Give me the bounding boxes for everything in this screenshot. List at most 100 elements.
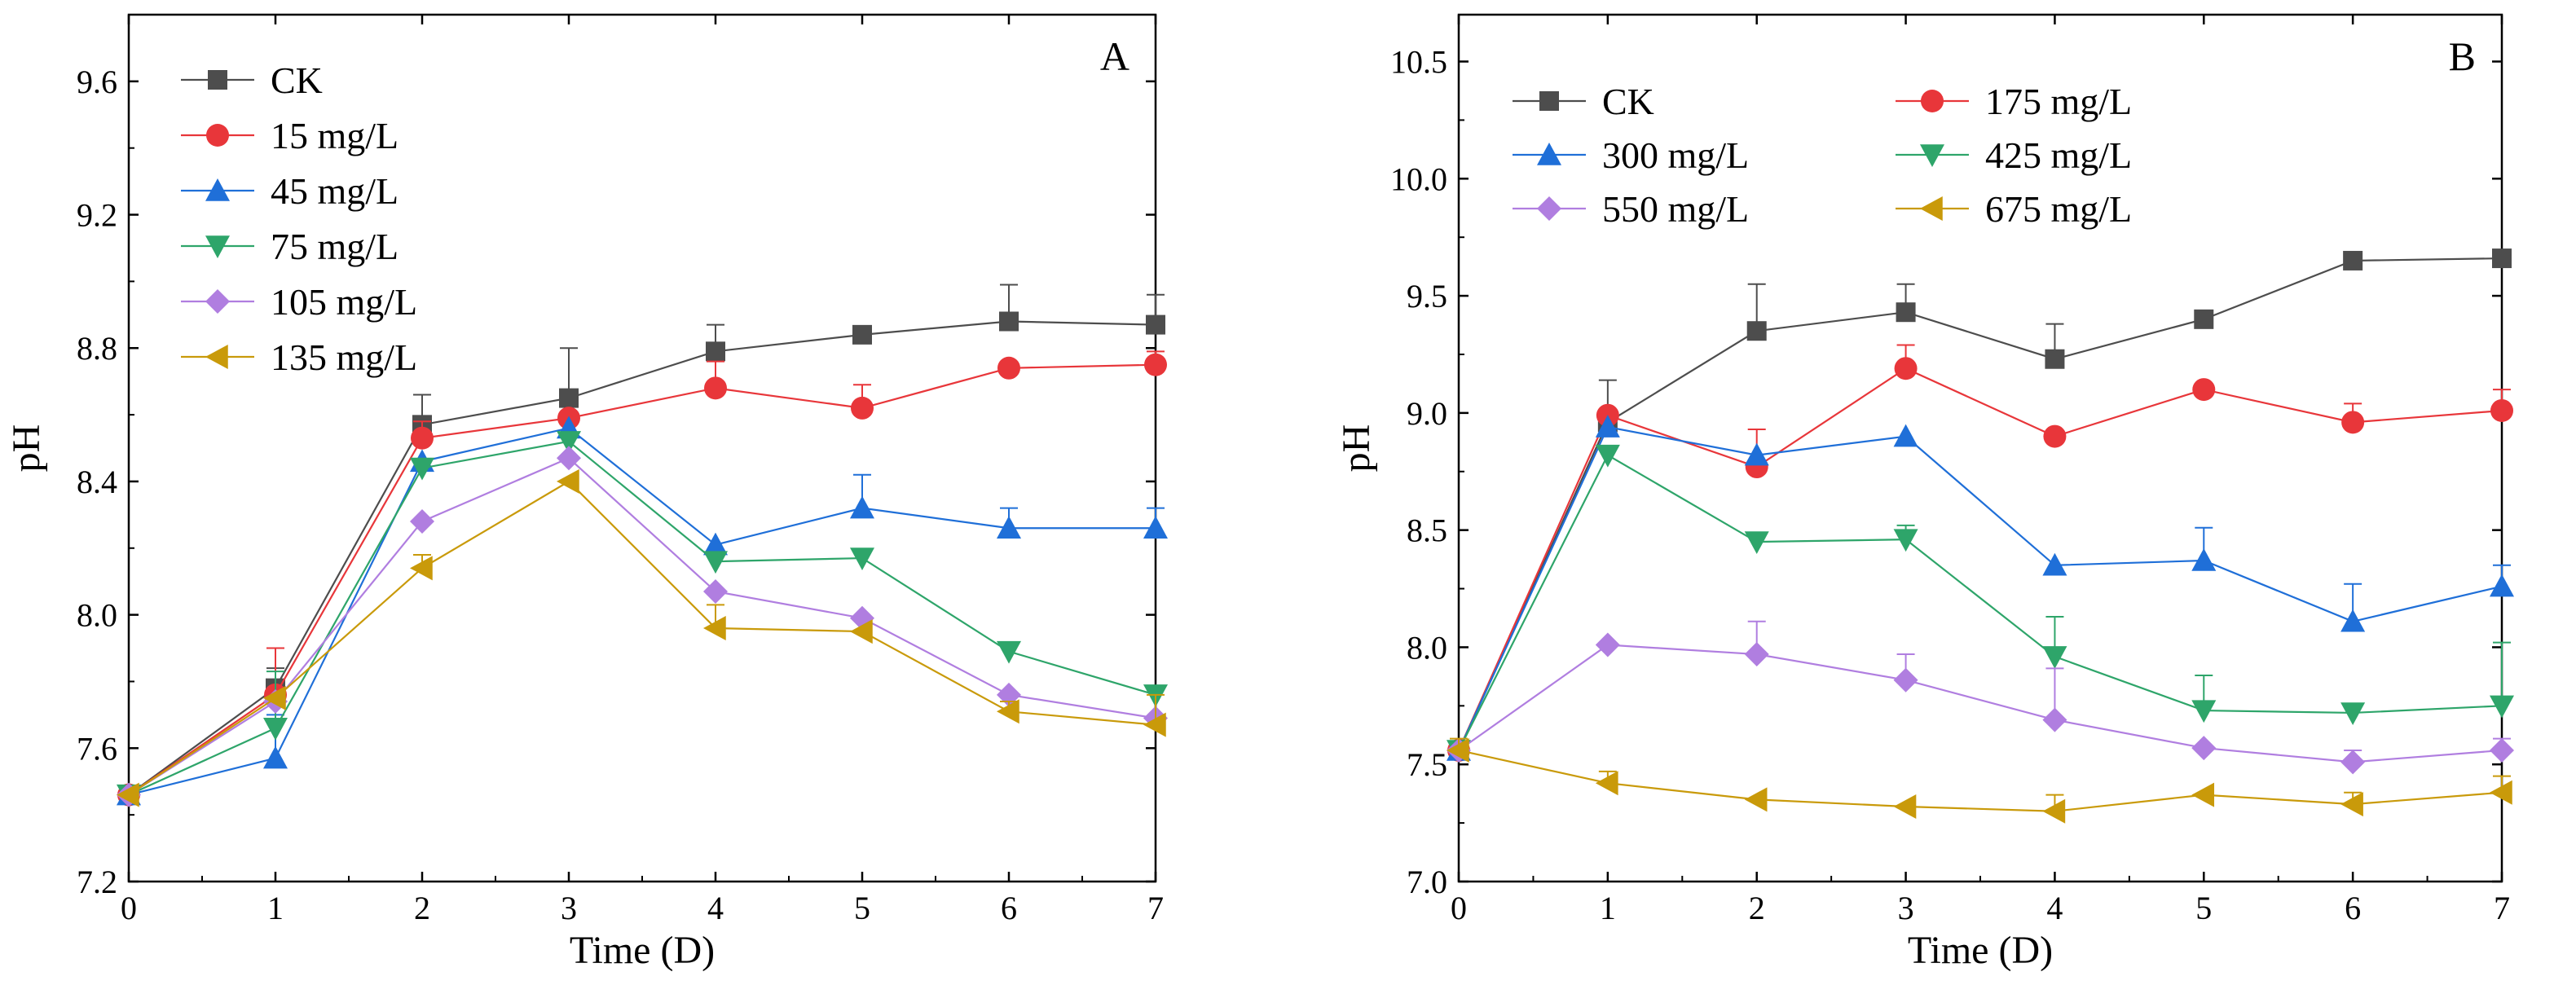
data-point-550-mg-l — [1744, 642, 1769, 667]
legend-item-45-mg-l: 45 mg/L — [181, 170, 399, 212]
y-tick-label: 10.5 — [1390, 44, 1447, 81]
data-point-45-mg-l — [263, 745, 288, 769]
legend-item-175-mg-l: 175 mg/L — [1896, 81, 2132, 122]
x-tick-label: 4 — [2046, 890, 2063, 926]
y-axis-title: pH — [1335, 424, 1378, 473]
data-point-550-mg-l — [2490, 737, 2514, 763]
legend-item-105-mg-l: 105 mg/L — [181, 281, 417, 323]
series-line-425-mg-l — [1458, 454, 2503, 751]
x-tick-label: 5 — [2195, 890, 2212, 926]
x-tick-label: 5 — [854, 890, 870, 926]
legend-item-ck: CK — [1513, 81, 1654, 122]
data-point-175-mg-l — [1894, 357, 1918, 380]
series-line-ck — [1457, 257, 2503, 751]
data-point-300-mg-l — [1893, 424, 1918, 447]
series-425-mg-l — [1447, 444, 2514, 763]
data-point-105-mg-l — [557, 446, 581, 471]
legend-marker — [1537, 143, 1561, 165]
data-point-135-mg-l — [850, 619, 873, 644]
data-point-175-mg-l — [2043, 424, 2067, 448]
data-point-425-mg-l — [2191, 700, 2217, 723]
data-point-15-mg-l — [704, 376, 727, 400]
data-point-135-mg-l — [117, 782, 139, 807]
data-point-675-mg-l — [2340, 792, 2363, 817]
y-tick-label: 7.2 — [77, 864, 117, 900]
data-point-175-mg-l — [2341, 411, 2365, 434]
legend-item-75-mg-l: 75 mg/L — [181, 226, 399, 267]
data-point-300-mg-l — [2191, 548, 2217, 571]
y-tick-label: 9.5 — [1407, 278, 1447, 314]
legend-label: 550 mg/L — [1602, 188, 1749, 230]
data-point-425-mg-l — [2340, 702, 2366, 725]
data-point-425-mg-l — [1744, 531, 1769, 555]
legend-label: 425 mg/L — [1985, 134, 2132, 176]
series-line-ck — [128, 320, 1156, 796]
data-point-425-mg-l — [1595, 444, 1620, 468]
x-tick-label: 6 — [2345, 890, 2361, 926]
data-point-ck — [706, 341, 725, 362]
series-550-mg-l — [1447, 620, 2514, 775]
data-point-15-mg-l — [1144, 353, 1167, 376]
x-axis-title: Time (D) — [570, 929, 715, 972]
data-point-300-mg-l — [1744, 442, 1769, 466]
panel-label: A — [1100, 33, 1129, 79]
x-tick-label: 3 — [1898, 890, 1914, 926]
y-tick-label: 9.2 — [77, 197, 117, 234]
y-tick-label: 7.5 — [1407, 746, 1447, 783]
legend-label: 175 mg/L — [1985, 81, 2132, 122]
data-point-ck — [852, 324, 872, 345]
x-tick-label: 7 — [1147, 890, 1164, 926]
y-tick-label: 9.6 — [77, 64, 117, 100]
data-point-135-mg-l — [997, 699, 1019, 724]
y-tick-label: 9.0 — [1407, 395, 1447, 432]
series-45-mg-l — [117, 416, 1168, 806]
legend-marker — [1921, 90, 1944, 112]
data-point-425-mg-l — [2490, 695, 2514, 719]
data-point-135-mg-l — [410, 556, 433, 581]
data-point-300-mg-l — [2042, 552, 2067, 576]
y-tick-label: 8.0 — [77, 597, 117, 634]
y-tick-label: 7.0 — [1407, 864, 1447, 900]
legend: CK 15 mg/L 45 mg/L 75 mg/L 105 mg/L 135 mg/L — [181, 59, 417, 378]
data-point-550-mg-l — [2042, 707, 2067, 732]
legend-label: 45 mg/L — [271, 170, 399, 212]
data-point-675-mg-l — [2490, 780, 2512, 805]
data-point-175-mg-l — [2490, 398, 2513, 422]
data-point-ck — [2343, 250, 2363, 270]
data-point-175-mg-l — [2192, 378, 2216, 402]
data-point-675-mg-l — [2042, 798, 2066, 824]
series-line-45-mg-l — [128, 427, 1156, 796]
legend-item-675-mg-l: 675 mg/L — [1896, 188, 2132, 230]
legend-item-550-mg-l: 550 mg/L — [1513, 188, 1749, 230]
data-point-300-mg-l — [2490, 574, 2514, 597]
series-line-75-mg-l — [128, 440, 1156, 796]
legend-marker — [205, 345, 228, 369]
data-point-135-mg-l — [263, 685, 286, 710]
x-tick-label: 6 — [1001, 890, 1017, 926]
data-point-425-mg-l — [2042, 646, 2067, 669]
series-line-175-mg-l — [1457, 367, 2503, 751]
series-line-300-mg-l — [1458, 425, 2503, 751]
series-ck — [1449, 248, 2512, 760]
legend-item-135-mg-l: 135 mg/L — [181, 336, 417, 378]
data-point-105-mg-l — [410, 509, 434, 534]
data-point-75-mg-l — [263, 718, 288, 741]
x-tick-label: 4 — [707, 890, 724, 926]
legend-item-ck: CK — [181, 59, 323, 101]
data-point-550-mg-l — [1595, 632, 1620, 657]
data-point-15-mg-l — [851, 396, 874, 420]
data-point-15-mg-l — [997, 356, 1020, 380]
y-tick-label: 8.5 — [1407, 512, 1447, 549]
data-point-300-mg-l — [2340, 609, 2366, 632]
data-point-ck — [2492, 248, 2512, 269]
legend-marker — [205, 235, 230, 258]
legend-marker — [208, 70, 227, 90]
data-point-425-mg-l — [1893, 529, 1918, 552]
y-axis-title: pH — [5, 424, 48, 473]
legend-label: 135 mg/L — [271, 336, 417, 378]
data-point-675-mg-l — [1893, 794, 1917, 819]
data-point-ck — [559, 388, 579, 408]
data-point-675-mg-l — [1447, 737, 1469, 763]
legend: CK 175 mg/L 300 mg/L 425 mg/L 550 mg/L 675 mg… — [1513, 81, 2132, 230]
data-point-75-mg-l — [410, 457, 434, 481]
